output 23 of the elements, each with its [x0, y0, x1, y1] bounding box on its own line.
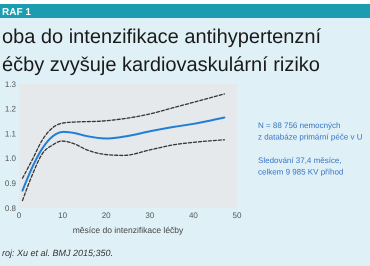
line-series	[21, 116, 226, 192]
y-tick-label: 0.9	[4, 179, 17, 188]
x-tick-label: 20	[102, 211, 112, 220]
text: N = 88 756 nemocných	[258, 121, 340, 130]
x-tick-label: 0	[16, 211, 22, 220]
text: RAF 1	[2, 7, 32, 18]
x-tick-label: 50	[232, 211, 242, 220]
y-tick-label: 1.2	[4, 104, 17, 114]
text: Sledování 37,4 měsíce,	[258, 156, 342, 165]
x-tick-label: 40	[188, 211, 198, 220]
line-series	[22, 93, 226, 179]
line-series	[22, 139, 226, 202]
text: z databáze primární péče v U	[258, 132, 363, 142]
text: roj: Xu et al. BMJ 2015;350.	[2, 248, 114, 258]
y-tick-label: 0.8	[4, 204, 17, 213]
x-tick-label: 30	[145, 211, 155, 220]
text: celkem 9 985 KV příhod	[258, 168, 344, 176]
y-tick-label: 1.3	[4, 80, 17, 89]
x-tick-label: 10	[58, 211, 68, 220]
y-tick-label: 1.0	[4, 154, 17, 164]
chart-title: oba do intenzifikace antihypertenzní éčby zvyšuje kardiovaskulární riziko	[2, 26, 322, 76]
x-axis-title: měsíce do intenzifikace léčby	[72, 225, 184, 235]
y-tick-label: 1.1	[4, 129, 17, 138]
